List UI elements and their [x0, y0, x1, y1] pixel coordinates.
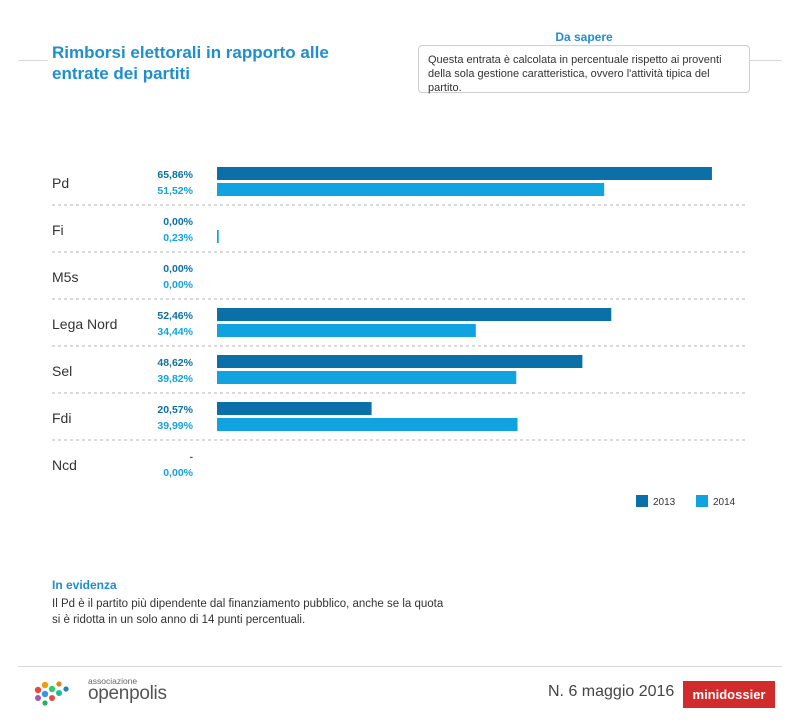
value-label: 0,00%: [163, 216, 193, 228]
openpolis-logo-icon: [34, 681, 69, 706]
legend-label: 2013: [653, 497, 676, 508]
value-label: 0,00%: [163, 467, 193, 479]
category-label: Lega Nord: [52, 316, 117, 332]
issue-date: N. 6 maggio 2016: [548, 683, 675, 700]
bar-2013: [217, 167, 712, 180]
bar-2014: [217, 230, 219, 243]
category-label: Fi: [52, 222, 64, 238]
info-title: Da sapere: [540, 30, 628, 44]
top-rule-right: [750, 60, 782, 61]
value-label: 20,57%: [157, 404, 193, 416]
value-label: 52,46%: [157, 310, 193, 322]
value-label: 51,52%: [157, 185, 193, 197]
value-label: -: [190, 451, 194, 463]
evidence-text-line-1: Il Pd è il partito più dipendente dal fi…: [52, 598, 444, 610]
bar-2013: [217, 308, 612, 321]
bar-2014: [217, 183, 605, 196]
value-label: 39,99%: [157, 420, 193, 432]
bar-2013: [217, 402, 372, 415]
value-label: 34,44%: [157, 326, 193, 338]
value-label: 48,62%: [157, 357, 193, 369]
info-box: [418, 45, 750, 93]
category-label: Sel: [52, 363, 72, 379]
bar-2014: [217, 418, 518, 431]
minidossier-badge[interactable]: minidossier: [683, 681, 775, 708]
value-label: 39,82%: [157, 373, 193, 385]
value-label: 65,86%: [157, 169, 193, 181]
category-label: M5s: [52, 269, 78, 285]
evidence-text-line-2: si è ridotta in un solo anno di 14 punti…: [52, 614, 306, 626]
category-label: Pd: [52, 175, 69, 191]
evidence-title: In evidenza: [52, 578, 117, 592]
openpolis-logo[interactable]: associazione openpolis: [30, 676, 167, 708]
top-rule-left: [18, 60, 48, 61]
bar-2013: [217, 355, 583, 368]
page-title: Rimborsi elettorali in rapporto alle ent…: [52, 43, 329, 83]
value-label: 0,23%: [163, 232, 193, 244]
bar-chart: Pd 65,86% 51,52% Fi 0,00% 0,23% M5s 0,00% 0,00% L…: [52, 167, 748, 508]
bar-2014: [217, 371, 517, 384]
category-label: Fdi: [52, 410, 71, 426]
legend-label: 2014: [713, 497, 736, 508]
legend-swatch-2013: [636, 495, 648, 507]
info-text: Questa entrata è calcolata in percentual…: [428, 54, 722, 94]
bar-2014: [217, 324, 476, 337]
value-label: 0,00%: [163, 279, 193, 291]
footer-rule: [18, 666, 782, 667]
legend-swatch-2014: [696, 495, 708, 507]
category-label: Ncd: [52, 457, 77, 473]
logo-name: openpolis: [88, 683, 167, 704]
value-label: 0,00%: [163, 263, 193, 275]
logo-subtitle: associazione: [88, 676, 138, 686]
evidence-text: Il Pd è il partito più dipendente dal fi…: [52, 596, 472, 628]
